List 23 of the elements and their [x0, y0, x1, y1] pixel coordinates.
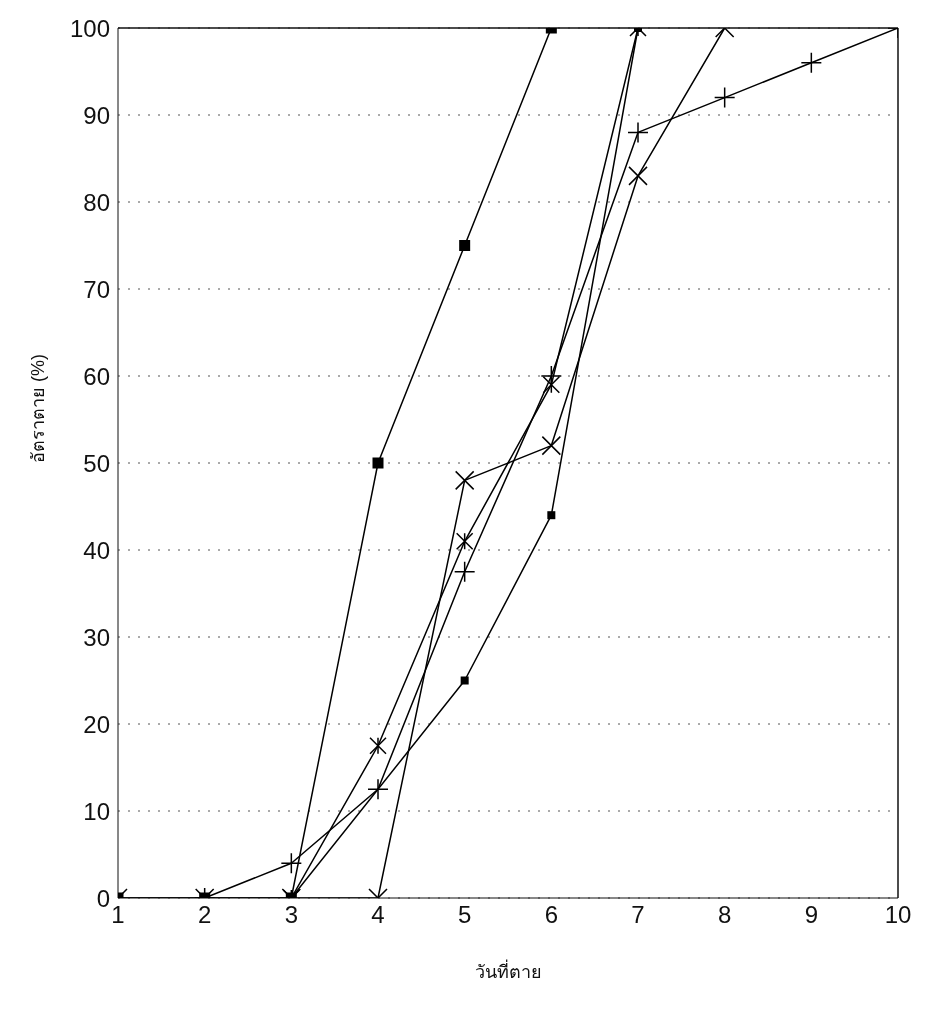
x-tick-label: 2	[197, 901, 212, 929]
y-tick-label: 0	[96, 884, 110, 912]
y-tick-label: 40	[83, 536, 110, 564]
x-tick-label: 5	[457, 901, 472, 929]
x-tick-label: 4	[371, 901, 385, 929]
x-tick-label: 10	[884, 901, 912, 929]
y-tick-label: 80	[83, 188, 110, 216]
y-axis-title: อัตราตาย (%)	[28, 354, 49, 463]
y-tick-label: 70	[83, 275, 110, 303]
x-tick-label: 6	[544, 901, 559, 929]
x-tick-label: 7	[631, 901, 645, 929]
x-tick-label: 9	[804, 901, 819, 929]
x-axis-title: วันที่ตาย	[474, 959, 542, 982]
x-tick-label: 3	[284, 901, 299, 929]
y-tick-label: 100	[69, 14, 110, 42]
y-tick-label: 10	[83, 797, 110, 825]
y-tick-label: 90	[83, 101, 110, 129]
y-tick-label: 30	[83, 623, 110, 651]
x-tick-label: 8	[717, 901, 732, 929]
y-tick-label: 20	[83, 710, 110, 738]
y-tick-label: 50	[83, 449, 110, 477]
x-tick-label: 1	[111, 901, 125, 929]
y-tick-label: 60	[83, 362, 110, 390]
